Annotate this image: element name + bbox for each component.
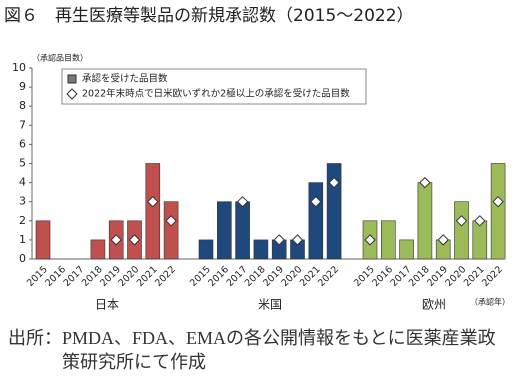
- chart-title: 図６ 再生医療等製品の新規承認数（2015～2022）: [4, 6, 414, 26]
- bar: [454, 201, 469, 260]
- bar: [198, 239, 214, 260]
- chart: 図６ 再生医療等製品の新規承認数（2015～2022） （承認品目数） （承認年…: [4, 6, 510, 312]
- legend-box: [61, 68, 367, 105]
- y-tick-label: 7: [19, 118, 26, 131]
- y-tick-label: 9: [19, 80, 26, 93]
- y-tick-label: 4: [19, 176, 26, 189]
- source-note: 出所：PMDA、FDA、EMAの各公開情報をもとに医薬産業政策研究所にて作成: [8, 328, 496, 372]
- bar: [145, 163, 161, 260]
- bar: [90, 239, 106, 260]
- diamond-marker: [364, 234, 376, 246]
- diamond-marker: [147, 195, 159, 208]
- legend-swatch: [67, 74, 77, 84]
- y-tick-label: 5: [19, 157, 26, 170]
- diamond-marker: [310, 195, 322, 208]
- y-tick-label: 0: [19, 252, 26, 265]
- group-label: 米国: [258, 298, 282, 312]
- group-label: 欧州: [422, 298, 446, 312]
- x-tick-label: 2022: [153, 264, 178, 289]
- diamond-marker: [291, 234, 304, 246]
- legend-label: 承認を受けた品目数: [82, 73, 168, 85]
- bar: [35, 220, 51, 260]
- bar: [235, 201, 250, 260]
- y-axis-label: （承認品目数）: [32, 53, 88, 63]
- x-tick-label: 2022: [480, 264, 505, 289]
- bar: [380, 220, 396, 260]
- y-tick-label: 1: [19, 233, 26, 246]
- diamond-marker: [492, 195, 504, 208]
- bar: [253, 239, 269, 260]
- bar: [163, 201, 179, 260]
- bar: [399, 239, 414, 260]
- y-tick-label: 8: [19, 99, 26, 112]
- diamond-marker: [328, 176, 340, 189]
- y-tick-label: 2: [19, 214, 26, 227]
- diamond-marker: [110, 234, 122, 246]
- x-tick-label: 2022: [316, 264, 341, 289]
- y-tick-label: 3: [19, 195, 26, 208]
- bar: [308, 182, 324, 260]
- bar: [472, 220, 488, 260]
- diamond-marker: [474, 215, 486, 227]
- legend-swatch: [66, 88, 78, 100]
- diamond-marker: [165, 215, 177, 227]
- group-label: 日本: [95, 298, 119, 312]
- x-axis-label: （承認年）: [470, 297, 510, 307]
- diamond-marker: [419, 176, 431, 189]
- bar: [417, 182, 433, 260]
- y-tick-label: 10: [12, 61, 26, 74]
- diamond-marker: [273, 234, 285, 246]
- diamond-marker: [236, 195, 249, 208]
- diamond-marker: [437, 234, 449, 246]
- bar: [490, 163, 506, 260]
- bar: [326, 163, 342, 260]
- y-tick-label: 6: [19, 137, 26, 150]
- diamond-marker: [128, 234, 141, 246]
- diamond-marker: [455, 215, 468, 227]
- legend-label: 2022年末時点で日米欧いずれか2極以上の承認を受けた品目数: [82, 88, 350, 100]
- bar: [217, 201, 232, 260]
